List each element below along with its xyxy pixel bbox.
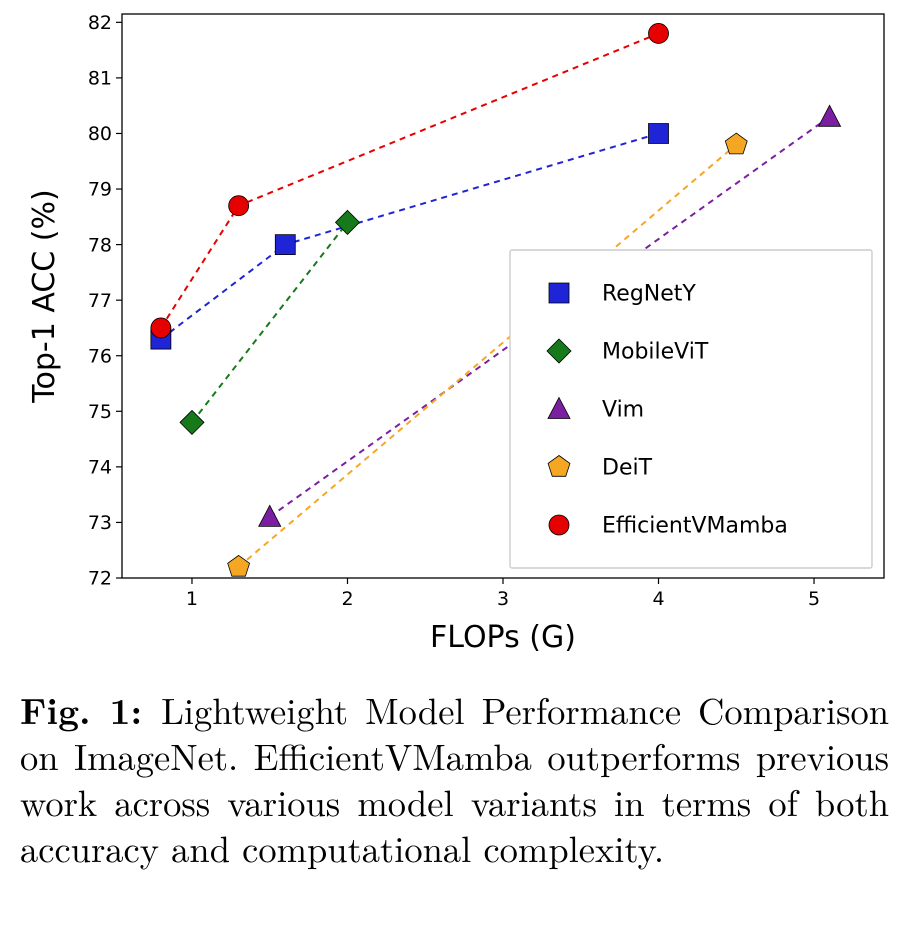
svg-text:78: 78: [88, 234, 112, 256]
svg-text:Vim: Vim: [602, 398, 644, 423]
svg-text:EfficientVMamba: EfficientVMamba: [602, 514, 788, 539]
svg-text:2: 2: [341, 588, 353, 610]
svg-text:RegNetY: RegNetY: [602, 282, 696, 307]
svg-text:3: 3: [497, 588, 509, 610]
svg-text:72: 72: [88, 568, 112, 590]
svg-text:81: 81: [88, 68, 112, 90]
svg-text:1: 1: [186, 588, 198, 610]
svg-text:MobileViT: MobileViT: [602, 340, 709, 365]
svg-text:DeiT: DeiT: [602, 456, 653, 481]
svg-text:79: 79: [88, 179, 112, 201]
svg-text:FLOPs (G): FLOPs (G): [430, 620, 576, 655]
svg-text:77: 77: [88, 290, 112, 312]
svg-text:80: 80: [88, 123, 112, 145]
svg-text:75: 75: [88, 401, 112, 423]
caption-prefix: Fig. 1:: [20, 683, 161, 735]
svg-text:73: 73: [88, 512, 112, 534]
svg-text:76: 76: [88, 345, 112, 367]
svg-text:74: 74: [88, 457, 112, 479]
svg-text:4: 4: [652, 588, 664, 610]
svg-text:Top-1 ACC (%): Top-1 ACC (%): [27, 189, 62, 403]
svg-text:5: 5: [808, 588, 820, 610]
svg-text:82: 82: [88, 12, 112, 34]
figure-caption: Fig. 1: Lightweight Model Performance Co…: [20, 686, 889, 870]
line-scatter-chart: 1 2 3 4 5 72 73 74 75 76 77 78 79 80 81 82 FLOPs (G) Top-…: [10, 8, 898, 656]
